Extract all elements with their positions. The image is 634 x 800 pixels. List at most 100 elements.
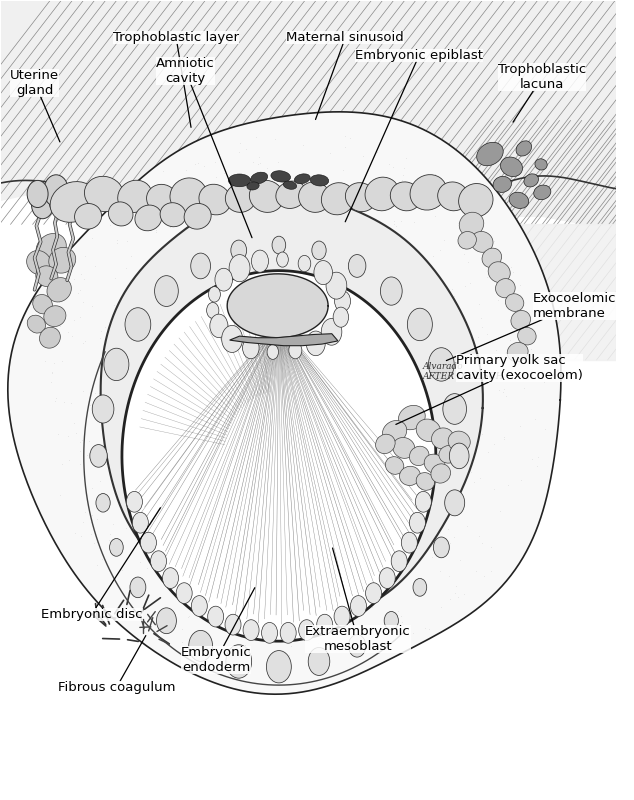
Circle shape (308, 647, 330, 675)
Ellipse shape (416, 419, 441, 442)
Ellipse shape (500, 157, 522, 177)
Ellipse shape (534, 185, 551, 200)
Ellipse shape (276, 181, 306, 209)
Circle shape (348, 254, 366, 278)
Circle shape (141, 532, 157, 553)
Text: Exocoelomic
membrane: Exocoelomic membrane (446, 292, 616, 361)
Circle shape (110, 538, 123, 556)
Ellipse shape (271, 170, 290, 182)
Circle shape (413, 578, 427, 596)
Ellipse shape (27, 315, 46, 333)
Ellipse shape (365, 177, 399, 210)
Ellipse shape (36, 266, 58, 286)
Ellipse shape (509, 192, 529, 209)
Circle shape (380, 277, 402, 305)
Ellipse shape (36, 234, 67, 263)
Circle shape (349, 634, 366, 657)
Circle shape (450, 443, 469, 469)
Circle shape (429, 348, 454, 381)
Ellipse shape (250, 172, 268, 184)
Circle shape (298, 255, 311, 272)
Circle shape (229, 254, 250, 282)
Ellipse shape (511, 310, 531, 330)
Ellipse shape (493, 176, 512, 192)
Ellipse shape (184, 203, 211, 229)
Circle shape (176, 582, 192, 603)
Ellipse shape (535, 158, 547, 170)
Polygon shape (8, 112, 561, 694)
Circle shape (44, 174, 68, 206)
Circle shape (191, 253, 210, 278)
Ellipse shape (225, 183, 256, 212)
Ellipse shape (516, 141, 531, 156)
Polygon shape (230, 334, 338, 346)
Ellipse shape (33, 294, 53, 314)
Text: Embryonic epiblast: Embryonic epiblast (346, 49, 483, 222)
Circle shape (379, 568, 395, 589)
Circle shape (312, 241, 326, 260)
Circle shape (280, 622, 296, 643)
Circle shape (335, 290, 351, 311)
Ellipse shape (391, 182, 421, 211)
Ellipse shape (399, 466, 420, 486)
Ellipse shape (471, 231, 493, 252)
Ellipse shape (50, 182, 96, 222)
Circle shape (27, 180, 48, 207)
Circle shape (299, 620, 314, 641)
Circle shape (32, 190, 54, 218)
Circle shape (408, 308, 432, 341)
Circle shape (63, 182, 80, 205)
Circle shape (366, 582, 382, 603)
Ellipse shape (477, 142, 503, 166)
Text: Trophoblastic
lacuna: Trophoblastic lacuna (498, 63, 586, 122)
Text: Maternal sinusoid: Maternal sinusoid (287, 31, 404, 119)
Circle shape (351, 596, 366, 617)
Circle shape (243, 620, 259, 641)
Circle shape (226, 645, 252, 678)
Circle shape (334, 606, 350, 627)
Circle shape (391, 551, 407, 571)
Circle shape (231, 240, 247, 261)
Circle shape (130, 577, 146, 598)
Text: Trophoblastic layer: Trophoblastic layer (113, 31, 239, 127)
Circle shape (306, 331, 325, 356)
Circle shape (243, 338, 259, 358)
Circle shape (155, 276, 178, 306)
Ellipse shape (247, 182, 259, 190)
Ellipse shape (482, 248, 501, 267)
Ellipse shape (458, 231, 476, 249)
Circle shape (276, 252, 288, 267)
Circle shape (49, 189, 69, 214)
Circle shape (191, 596, 207, 617)
Circle shape (443, 394, 467, 424)
Circle shape (125, 308, 151, 341)
Circle shape (272, 236, 286, 254)
Polygon shape (227, 274, 328, 338)
Ellipse shape (75, 203, 101, 229)
Ellipse shape (310, 174, 328, 186)
Text: Extraembryonic
mesoblast: Extraembryonic mesoblast (305, 548, 411, 654)
Ellipse shape (375, 434, 395, 454)
Ellipse shape (505, 294, 524, 311)
Text: Fibrous coagulum: Fibrous coagulum (58, 636, 175, 694)
Ellipse shape (410, 446, 429, 466)
Ellipse shape (294, 174, 310, 184)
Polygon shape (481, 224, 616, 360)
Ellipse shape (507, 342, 528, 362)
Ellipse shape (44, 306, 66, 326)
Circle shape (210, 314, 228, 338)
Ellipse shape (346, 182, 376, 212)
Ellipse shape (496, 278, 515, 298)
Text: Embryonic
endoderm: Embryonic endoderm (181, 588, 255, 674)
Ellipse shape (108, 202, 133, 226)
Text: Amniotic
cavity: Amniotic cavity (156, 57, 252, 238)
Circle shape (162, 568, 179, 589)
Ellipse shape (118, 180, 152, 213)
Ellipse shape (27, 250, 51, 274)
Polygon shape (1, 1, 616, 224)
Ellipse shape (448, 431, 470, 452)
Ellipse shape (488, 262, 510, 282)
Circle shape (333, 307, 349, 327)
Circle shape (267, 345, 278, 359)
Text: Embryonic disc: Embryonic disc (41, 508, 160, 621)
